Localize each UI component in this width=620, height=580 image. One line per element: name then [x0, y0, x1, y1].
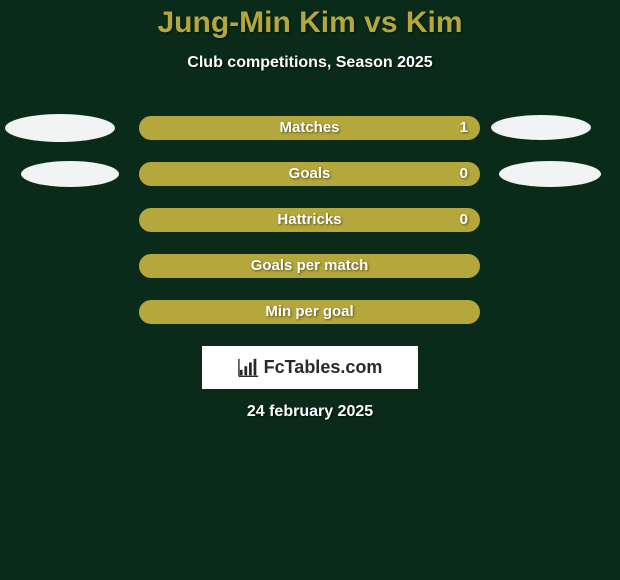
- stat-value: 0: [460, 162, 468, 186]
- stats-chart: Matches 1 Goals 0 Hattricks 0 Goals per …: [0, 116, 620, 324]
- stat-row: Goals per match: [0, 254, 620, 278]
- brand-badge: FcTables.com: [202, 346, 418, 389]
- right-marker-ellipse: [499, 161, 601, 187]
- stat-row: Matches 1: [0, 116, 620, 140]
- page-subtitle: Club competitions, Season 2025: [0, 54, 620, 72]
- page-title: Jung-Min Kim vs Kim: [0, 0, 620, 40]
- right-marker-ellipse: [491, 115, 591, 140]
- stat-row: Goals 0: [0, 162, 620, 186]
- left-marker-ellipse: [5, 114, 115, 142]
- brand-text: FcTables.com: [264, 357, 383, 378]
- footer-date: 24 february 2025: [0, 403, 620, 421]
- stat-label: Matches: [139, 116, 480, 140]
- left-marker-ellipse: [21, 161, 119, 187]
- bar-chart-icon: [238, 357, 260, 379]
- stat-label: Goals: [139, 162, 480, 186]
- stat-row: Hattricks 0: [0, 208, 620, 232]
- stat-value: 1: [460, 116, 468, 140]
- stat-label: Min per goal: [139, 300, 480, 324]
- stat-label: Hattricks: [139, 208, 480, 232]
- stat-value: 0: [460, 208, 468, 232]
- stat-label: Goals per match: [139, 254, 480, 278]
- stat-row: Min per goal: [0, 300, 620, 324]
